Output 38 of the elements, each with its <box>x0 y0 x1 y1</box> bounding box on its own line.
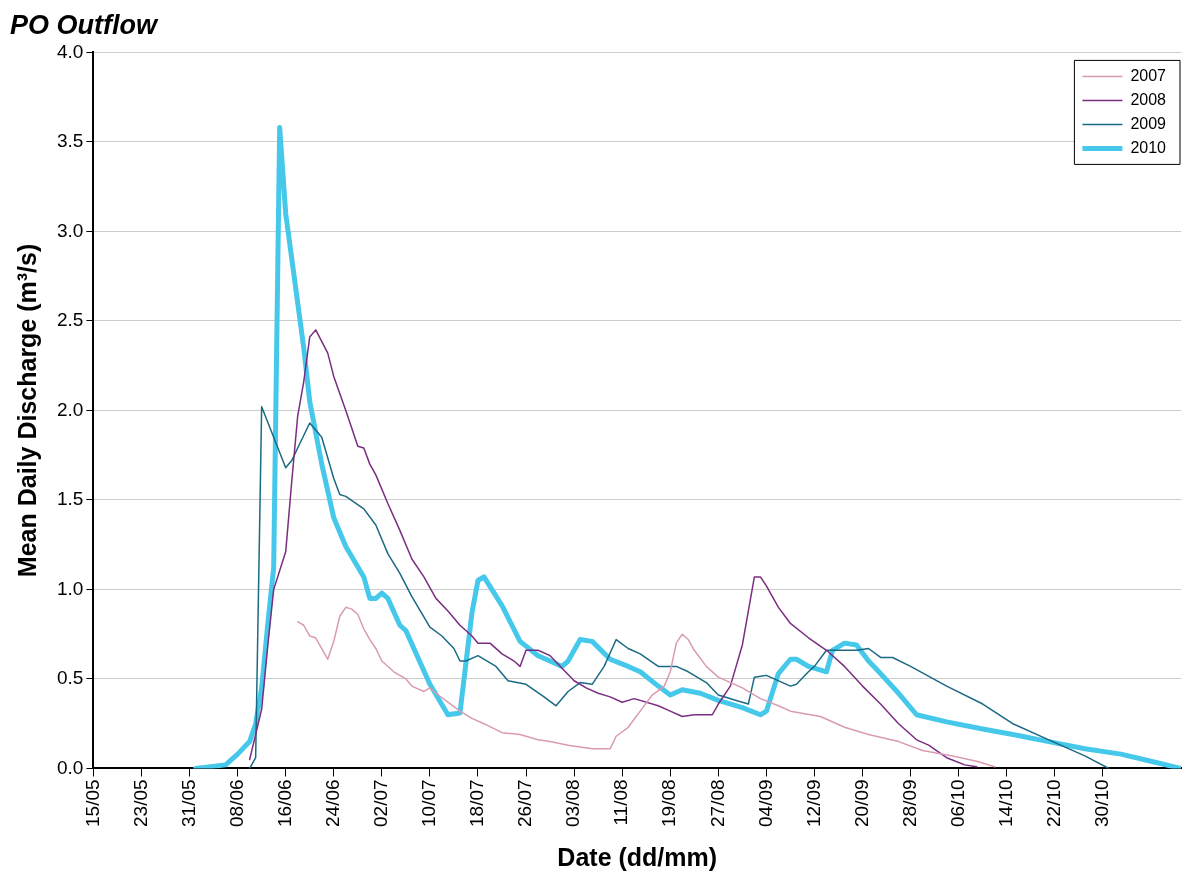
x-tick-label: 08/06 <box>225 779 247 827</box>
x-tick-label: 23/05 <box>129 779 151 827</box>
x-tick-label: 11/08 <box>610 779 632 826</box>
x-tick-label: 06/10 <box>946 779 968 827</box>
x-tick-label: 26/07 <box>514 779 536 827</box>
x-tick-label: 10/07 <box>418 779 440 827</box>
x-tick-label: 03/08 <box>562 779 584 827</box>
x-tick-label: 02/07 <box>370 779 392 827</box>
x-tick-label: 22/10 <box>1043 779 1065 827</box>
x-axis-title: Date (dd/mm) <box>557 842 718 871</box>
y-tick-label: 3.5 <box>56 130 84 152</box>
y-tick-label: 0.5 <box>56 667 84 689</box>
legend-label: 2010 <box>1130 138 1167 156</box>
x-tick-label: 20/09 <box>850 779 872 827</box>
x-tick-label: 28/09 <box>898 779 920 827</box>
x-tick-label: 31/05 <box>177 779 199 827</box>
x-tick-label: 12/09 <box>802 779 824 827</box>
x-tick-label: 04/09 <box>754 779 776 827</box>
y-tick-label: 2.0 <box>56 398 84 420</box>
legend-label: 2007 <box>1130 66 1167 84</box>
x-tick-label: 15/05 <box>81 779 103 827</box>
x-tick-label: 14/10 <box>994 779 1016 827</box>
x-tick-label: 16/06 <box>273 779 295 827</box>
y-tick-label: 3.0 <box>56 219 84 241</box>
y-tick-label: 2.5 <box>56 309 84 331</box>
x-tick-label: 24/06 <box>322 779 343 827</box>
y-tick-label: 1.0 <box>56 577 84 599</box>
y-tick-label: 1.5 <box>56 488 84 510</box>
x-tick-label: 18/07 <box>466 779 488 827</box>
y-axis-title: Mean Daily Discharge (m³/s) <box>12 243 41 578</box>
x-tick-label: 27/08 <box>706 779 728 827</box>
chart-title: PO Outflow <box>10 9 159 40</box>
y-tick-label: 4.0 <box>56 40 84 62</box>
legend-label: 2009 <box>1130 114 1167 132</box>
x-tick-label: 30/10 <box>1091 779 1113 827</box>
legend-label: 2008 <box>1130 90 1167 108</box>
y-tick-label: 0.0 <box>56 756 84 778</box>
x-tick-label: 19/08 <box>658 779 680 827</box>
